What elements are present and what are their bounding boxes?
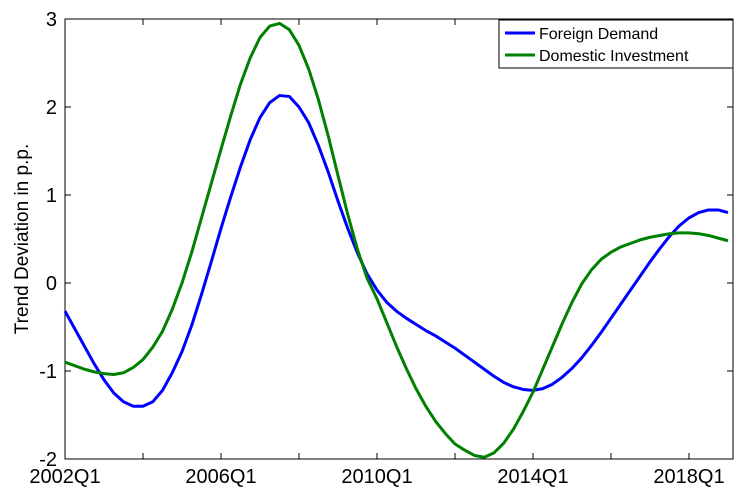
legend-label: Domestic Investment bbox=[539, 48, 689, 65]
legend-label: Foreign Demand bbox=[539, 26, 658, 43]
x-tick-label: 2006Q1 bbox=[185, 466, 256, 488]
x-tick-label: 2018Q1 bbox=[653, 466, 724, 488]
y-tick-label: -2 bbox=[39, 449, 57, 471]
plot-frame bbox=[64, 18, 734, 460]
legend-box bbox=[498, 19, 734, 69]
y-axis-label: Trend Deviation in p.p. bbox=[12, 144, 33, 334]
x-tick-label: 2010Q1 bbox=[341, 466, 412, 488]
y-tick-label: 0 bbox=[46, 273, 57, 295]
y-tick-label: 2 bbox=[46, 97, 57, 119]
x-tick-label: 2014Q1 bbox=[497, 466, 568, 488]
x-tick-label: 2002Q1 bbox=[29, 466, 100, 488]
series-line bbox=[63, 94, 729, 408]
y-tick-label: 3 bbox=[46, 9, 57, 31]
y-tick-label: 1 bbox=[46, 185, 57, 207]
series-line bbox=[64, 21, 729, 459]
y-tick-label: -1 bbox=[39, 361, 57, 383]
